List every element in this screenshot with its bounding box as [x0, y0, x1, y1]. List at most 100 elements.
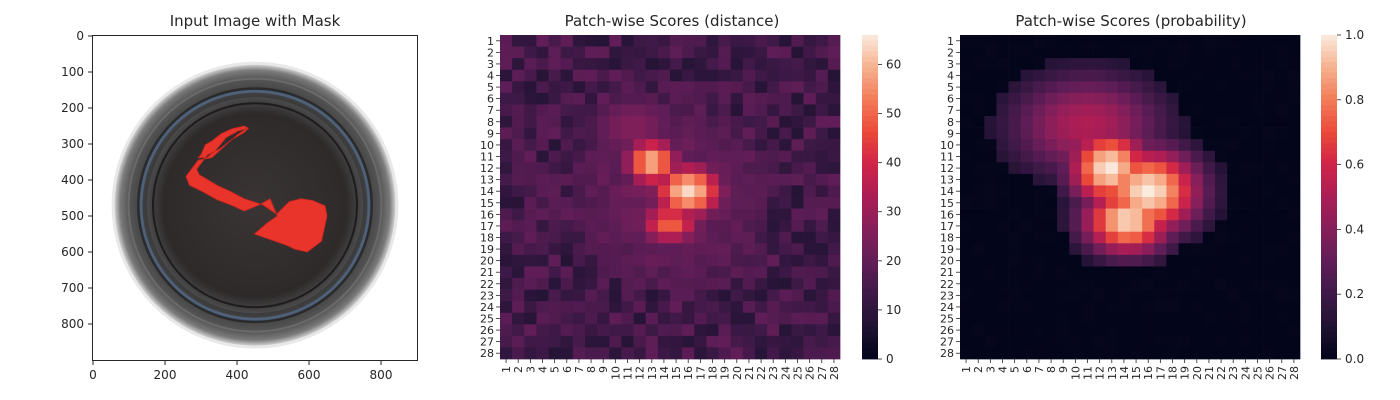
- heatmap-cell: [536, 254, 549, 267]
- col-label: 28: [1288, 366, 1301, 380]
- heatmap-cell: [682, 289, 695, 302]
- heatmap-cell: [694, 46, 707, 59]
- heatmap-cell: [548, 58, 562, 71]
- heatmap-cell: [1117, 347, 1131, 360]
- heatmap-cell: [1020, 289, 1034, 302]
- heatmap-cell: [996, 46, 1009, 59]
- heatmap-cell: [1105, 173, 1119, 186]
- heatmap-cell: [1045, 35, 1058, 47]
- heatmap-cell: [512, 162, 525, 175]
- heatmap-cell: [682, 150, 695, 163]
- heatmap-cell: [1215, 162, 1228, 175]
- y-tick-label: 400: [61, 173, 84, 187]
- x-tick-label: 0: [89, 368, 97, 382]
- heatmap-cell: [694, 81, 707, 94]
- heatmap-cell: [1215, 150, 1228, 163]
- heatmap-cell: [1020, 347, 1034, 360]
- heatmap-cell: [1130, 35, 1143, 47]
- heatmap-cell: [524, 335, 537, 348]
- heatmap-cell: [1275, 69, 1289, 82]
- heatmap-cell: [1202, 220, 1216, 233]
- heatmap-cell: [1105, 69, 1119, 82]
- heatmap-cell: [1166, 301, 1179, 314]
- heatmap-cell: [1045, 254, 1058, 267]
- heatmap-cell: [1190, 324, 1204, 337]
- y-tick-label: 100: [61, 65, 84, 79]
- heatmap-cell: [1190, 69, 1204, 82]
- colorbar-step: [862, 186, 878, 192]
- heatmap-cell: [1093, 301, 1107, 314]
- heatmap-cell: [670, 324, 683, 337]
- heatmap-cell: [742, 127, 756, 140]
- heatmap-cell: [767, 266, 780, 279]
- heatmap-cell: [960, 116, 973, 128]
- heatmap-cell: [1275, 347, 1289, 360]
- colorbar-step: [862, 294, 878, 300]
- heatmap-cell: [984, 173, 997, 186]
- row-label: 7: [947, 104, 954, 117]
- heatmap-cell: [1178, 324, 1192, 337]
- heatmap-cell: [996, 208, 1009, 221]
- heatmap-cell: [1020, 81, 1034, 94]
- heatmap-cell: [803, 266, 817, 279]
- heatmap-cell: [1178, 104, 1192, 117]
- heatmap-cell: [1166, 220, 1179, 233]
- heatmap-cell: [670, 173, 683, 186]
- heatmap-cell: [1215, 347, 1228, 360]
- colorbar-step: [862, 35, 878, 41]
- heatmap-cell: [1178, 208, 1192, 221]
- heatmap-cell: [706, 266, 719, 279]
- heatmap-cell: [657, 35, 671, 47]
- heatmap-cell: [827, 116, 841, 128]
- heatmap-cell: [1202, 58, 1216, 71]
- heatmap-cell: [815, 266, 829, 279]
- heatmap-cell: [791, 46, 804, 59]
- colorbar-step: [1321, 283, 1337, 290]
- heatmap-cell: [1081, 127, 1094, 140]
- heatmap-cell: [1117, 266, 1131, 279]
- heatmap-cell: [1190, 289, 1204, 302]
- heatmap-cell: [512, 92, 525, 105]
- heatmap-cell: [827, 254, 841, 267]
- heatmap-cell: [1239, 104, 1252, 117]
- heatmap-cell: [512, 231, 525, 244]
- heatmap-cell: [548, 197, 562, 209]
- heatmap-cell: [1275, 335, 1289, 348]
- heatmap-cell: [803, 116, 817, 128]
- heatmap-cell: [730, 301, 744, 314]
- heatmap-cell: [1020, 254, 1034, 267]
- heatmap-cell: [1166, 81, 1179, 94]
- heatmap-cell: [645, 335, 659, 348]
- heatmap-cell: [815, 278, 829, 290]
- colorbar-step: [862, 40, 878, 47]
- heatmap-cell: [791, 69, 804, 82]
- x-tick-label: 600: [298, 368, 321, 382]
- heatmap-cell: [1142, 162, 1155, 175]
- heatmap-cell: [984, 347, 997, 360]
- heatmap-cell: [791, 139, 804, 152]
- heatmap-cell: [682, 278, 695, 290]
- heatmap-cell: [560, 162, 574, 175]
- heatmap-cell: [755, 116, 768, 128]
- heatmap-cell: [1239, 46, 1252, 59]
- heatmap-cell: [560, 58, 574, 71]
- heatmap-cell: [730, 243, 744, 256]
- heatmap-cell: [1008, 324, 1022, 337]
- heatmap-cell: [585, 335, 598, 348]
- heatmap-cell: [972, 231, 985, 244]
- row-label: 5: [947, 81, 954, 94]
- heatmap-cell: [706, 278, 719, 290]
- heatmap-cell: [597, 173, 610, 186]
- heatmap-cell: [657, 116, 671, 128]
- heatmap-cell: [657, 266, 671, 279]
- heatmap-cell: [972, 139, 985, 152]
- heatmap-cell: [694, 324, 707, 337]
- heatmap-cell: [560, 116, 574, 128]
- row-label: 4: [487, 70, 494, 83]
- heatmap-cell: [718, 150, 732, 163]
- heatmap-cell: [779, 150, 792, 163]
- colorbar-step: [862, 229, 878, 236]
- heatmap-cell: [670, 104, 683, 117]
- heatmap-cell: [984, 116, 997, 128]
- heatmap-cell: [706, 289, 719, 302]
